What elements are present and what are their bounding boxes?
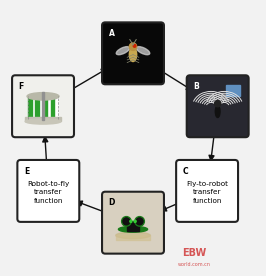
- Text: A: A: [109, 29, 115, 38]
- Text: C: C: [183, 167, 188, 176]
- Circle shape: [135, 217, 144, 226]
- Circle shape: [129, 43, 137, 51]
- Text: world.com.cn: world.com.cn: [177, 262, 210, 267]
- Text: B: B: [193, 82, 199, 91]
- Bar: [226, 85, 240, 96]
- Text: Fly-to-robot
transfer
function: Fly-to-robot transfer function: [186, 181, 228, 204]
- Circle shape: [134, 220, 136, 222]
- Bar: [116, 235, 150, 240]
- Bar: [28, 96, 32, 119]
- Bar: [51, 96, 55, 119]
- Circle shape: [136, 218, 143, 225]
- FancyBboxPatch shape: [102, 22, 164, 84]
- Bar: [42, 92, 44, 120]
- FancyBboxPatch shape: [102, 192, 164, 254]
- Bar: [43, 96, 47, 119]
- Circle shape: [122, 217, 131, 226]
- Text: Robot-to-fly
transfer
function: Robot-to-fly transfer function: [27, 181, 69, 204]
- FancyBboxPatch shape: [17, 160, 79, 222]
- Text: F: F: [19, 82, 24, 91]
- Bar: [127, 221, 139, 231]
- Bar: [25, 117, 61, 121]
- Ellipse shape: [129, 48, 137, 62]
- Bar: [28, 96, 58, 119]
- Bar: [35, 96, 39, 119]
- Text: D: D: [109, 198, 115, 207]
- Ellipse shape: [25, 119, 61, 124]
- Circle shape: [123, 218, 130, 225]
- Ellipse shape: [116, 47, 130, 55]
- Ellipse shape: [215, 106, 220, 118]
- Circle shape: [214, 100, 221, 107]
- Ellipse shape: [136, 47, 150, 55]
- FancyBboxPatch shape: [187, 75, 249, 137]
- FancyBboxPatch shape: [176, 160, 238, 222]
- FancyBboxPatch shape: [12, 75, 74, 137]
- Text: EBW: EBW: [182, 248, 206, 258]
- Ellipse shape: [27, 93, 59, 100]
- Text: E: E: [24, 167, 29, 176]
- Circle shape: [133, 45, 136, 47]
- Ellipse shape: [118, 226, 148, 232]
- Circle shape: [130, 220, 132, 222]
- Ellipse shape: [116, 232, 150, 239]
